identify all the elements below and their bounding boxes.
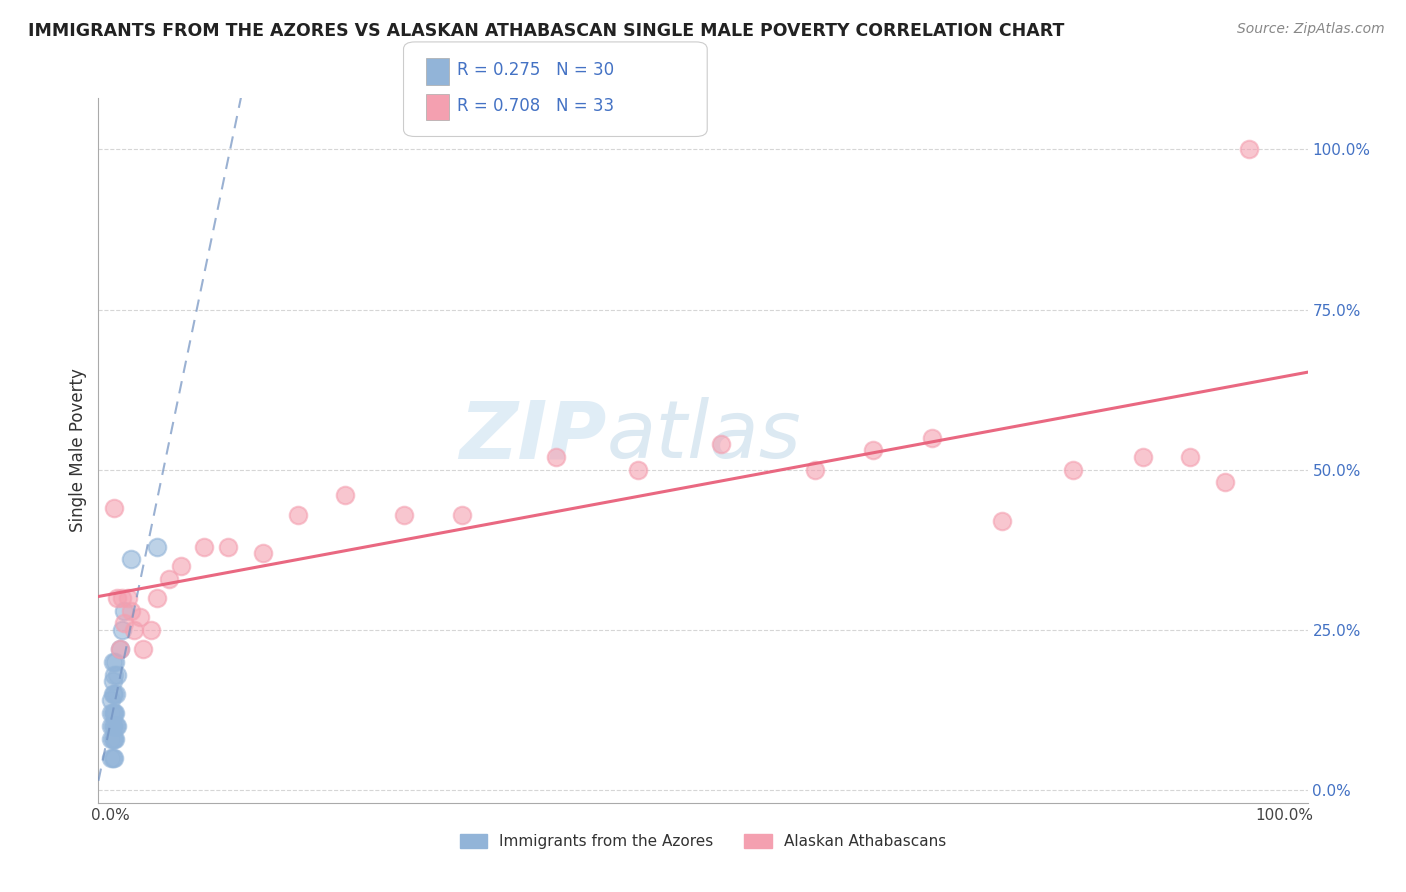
Point bbox=[101, 731, 124, 746]
Point bbox=[104, 731, 127, 746]
Point bbox=[217, 540, 239, 554]
Point bbox=[105, 719, 128, 733]
Point bbox=[101, 719, 124, 733]
Point bbox=[111, 623, 134, 637]
Y-axis label: Single Male Poverty: Single Male Poverty bbox=[69, 368, 87, 533]
Point bbox=[287, 508, 309, 522]
Point bbox=[120, 604, 142, 618]
Point bbox=[100, 706, 122, 720]
Point bbox=[1180, 450, 1202, 464]
Text: R = 0.708   N = 33: R = 0.708 N = 33 bbox=[457, 97, 614, 115]
Point bbox=[252, 546, 274, 560]
Point bbox=[103, 719, 125, 733]
Point bbox=[451, 508, 474, 522]
Point bbox=[105, 591, 128, 605]
Point bbox=[193, 540, 215, 554]
Point bbox=[104, 655, 127, 669]
Point bbox=[169, 558, 191, 573]
Point bbox=[105, 719, 128, 733]
Point bbox=[100, 731, 122, 746]
Point bbox=[921, 431, 943, 445]
Point bbox=[1062, 463, 1084, 477]
Point bbox=[128, 610, 150, 624]
Point bbox=[122, 623, 145, 637]
Point bbox=[803, 463, 825, 477]
Point bbox=[101, 751, 124, 765]
Legend: Immigrants from the Azores, Alaskan Athabascans: Immigrants from the Azores, Alaskan Atha… bbox=[454, 828, 952, 855]
Point bbox=[103, 731, 125, 746]
Point bbox=[627, 463, 650, 477]
Text: Source: ZipAtlas.com: Source: ZipAtlas.com bbox=[1237, 22, 1385, 37]
Point bbox=[101, 687, 124, 701]
Point bbox=[710, 437, 733, 451]
Point bbox=[132, 642, 155, 657]
Point bbox=[146, 540, 169, 554]
Point bbox=[1215, 475, 1237, 490]
Point bbox=[108, 642, 131, 657]
Point bbox=[333, 488, 356, 502]
Point bbox=[991, 514, 1014, 528]
Point bbox=[103, 687, 125, 701]
Point bbox=[105, 667, 128, 681]
Point bbox=[103, 501, 125, 516]
Point bbox=[141, 623, 163, 637]
Point bbox=[101, 674, 124, 689]
Point bbox=[1237, 142, 1260, 156]
Point bbox=[862, 443, 884, 458]
Point bbox=[101, 706, 124, 720]
Point bbox=[108, 642, 131, 657]
Point bbox=[103, 706, 125, 720]
Point bbox=[112, 604, 135, 618]
Point bbox=[103, 751, 125, 765]
Text: R = 0.275   N = 30: R = 0.275 N = 30 bbox=[457, 62, 614, 79]
Point bbox=[546, 450, 568, 464]
Point bbox=[120, 552, 142, 566]
Point bbox=[117, 591, 139, 605]
Point bbox=[100, 751, 122, 765]
Text: IMMIGRANTS FROM THE AZORES VS ALASKAN ATHABASCAN SINGLE MALE POVERTY CORRELATION: IMMIGRANTS FROM THE AZORES VS ALASKAN AT… bbox=[28, 22, 1064, 40]
Point bbox=[146, 591, 169, 605]
Point bbox=[105, 687, 128, 701]
Point bbox=[100, 693, 122, 707]
Point bbox=[101, 655, 124, 669]
Point bbox=[103, 667, 125, 681]
Point bbox=[100, 719, 122, 733]
Point bbox=[157, 572, 180, 586]
Point bbox=[1132, 450, 1154, 464]
Text: ZIP: ZIP bbox=[458, 397, 606, 475]
Point bbox=[112, 616, 135, 631]
Point bbox=[392, 508, 415, 522]
Point bbox=[111, 591, 134, 605]
Point bbox=[104, 706, 127, 720]
Text: atlas: atlas bbox=[606, 397, 801, 475]
